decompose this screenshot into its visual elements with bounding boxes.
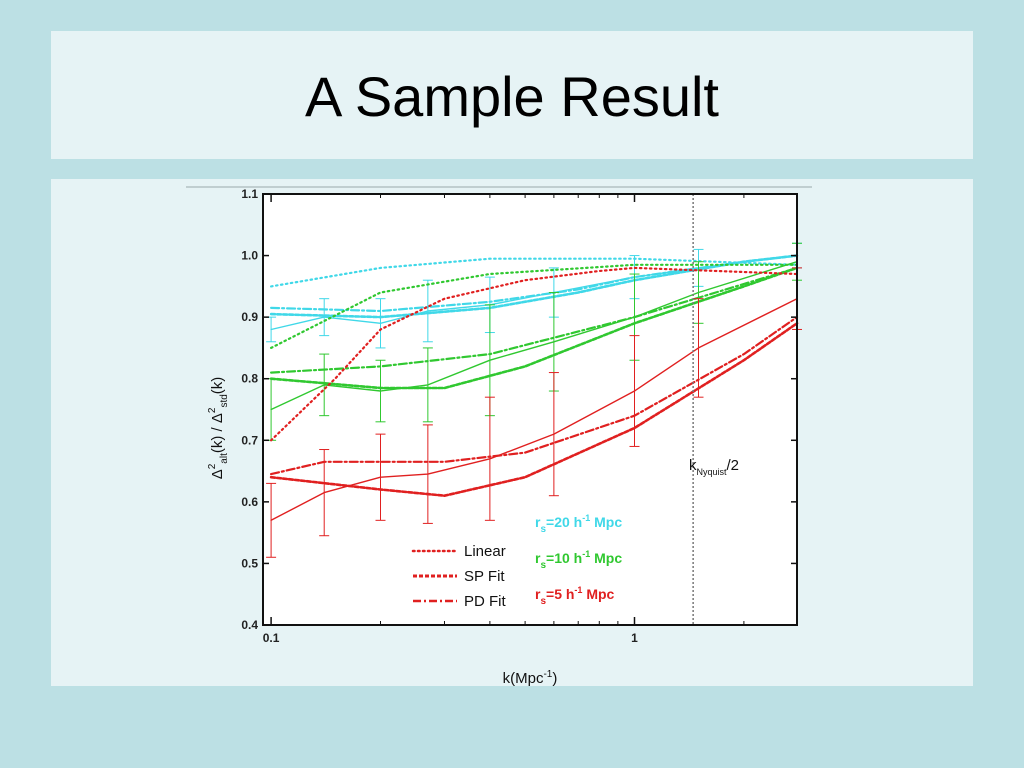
radius-legend-10: rs=10 h-1 Mpc — [535, 549, 622, 571]
x-tick-label: 0.1 — [263, 631, 280, 645]
y-tick-label: 0.8 — [241, 372, 258, 386]
svg-text:kNyquist/2: kNyquist/2 — [689, 457, 739, 477]
nyquist-sub: Nyquist — [697, 467, 728, 477]
style-legend: Linear SP Fit PD Fit — [411, 543, 507, 610]
legend-pd-label: PD Fit — [464, 593, 507, 610]
title-panel: A Sample Result — [51, 31, 973, 159]
y-tick-label: 1.1 — [241, 187, 258, 201]
radius-legend-20: rs=20 h-1 Mpc — [535, 513, 622, 535]
y-axis-label: Δ2alt(k) / Δ2std(k) — [207, 377, 230, 480]
y-tick-label: 1.0 — [241, 249, 258, 263]
series-line — [270, 257, 799, 288]
series-line — [270, 263, 799, 349]
x-axis-label: k(Mpc-1) — [503, 669, 558, 687]
y-tick-label: 0.4 — [241, 618, 258, 632]
series-line — [269, 321, 799, 498]
radius-legend: rs=20 h-1 Mpc rs=10 h-1 Mpc rs=5 h-1 Mpc — [535, 513, 622, 607]
y-tick-label: 0.5 — [241, 556, 258, 570]
series-line — [270, 316, 799, 476]
slide-title: A Sample Result — [305, 65, 719, 128]
radius-legend-5: rs=5 h-1 Mpc — [535, 585, 615, 607]
y-tick-label: 0.9 — [241, 310, 258, 324]
series-line — [270, 254, 799, 313]
series-line — [269, 266, 799, 390]
legend-linear-label: Linear — [464, 543, 506, 560]
y-tick-label: 0.7 — [241, 433, 258, 447]
legend-sp-label: SP Fit — [464, 568, 505, 585]
nyquist-end: /2 — [727, 457, 740, 474]
nyquist-label: kNyquist/2 — [689, 457, 739, 477]
series-line — [270, 266, 799, 442]
y-tick-label: 0.6 — [241, 495, 258, 509]
nyquist-k: k — [689, 457, 697, 474]
x-tick-label: 1 — [631, 631, 638, 645]
plot-frame — [262, 193, 798, 626]
